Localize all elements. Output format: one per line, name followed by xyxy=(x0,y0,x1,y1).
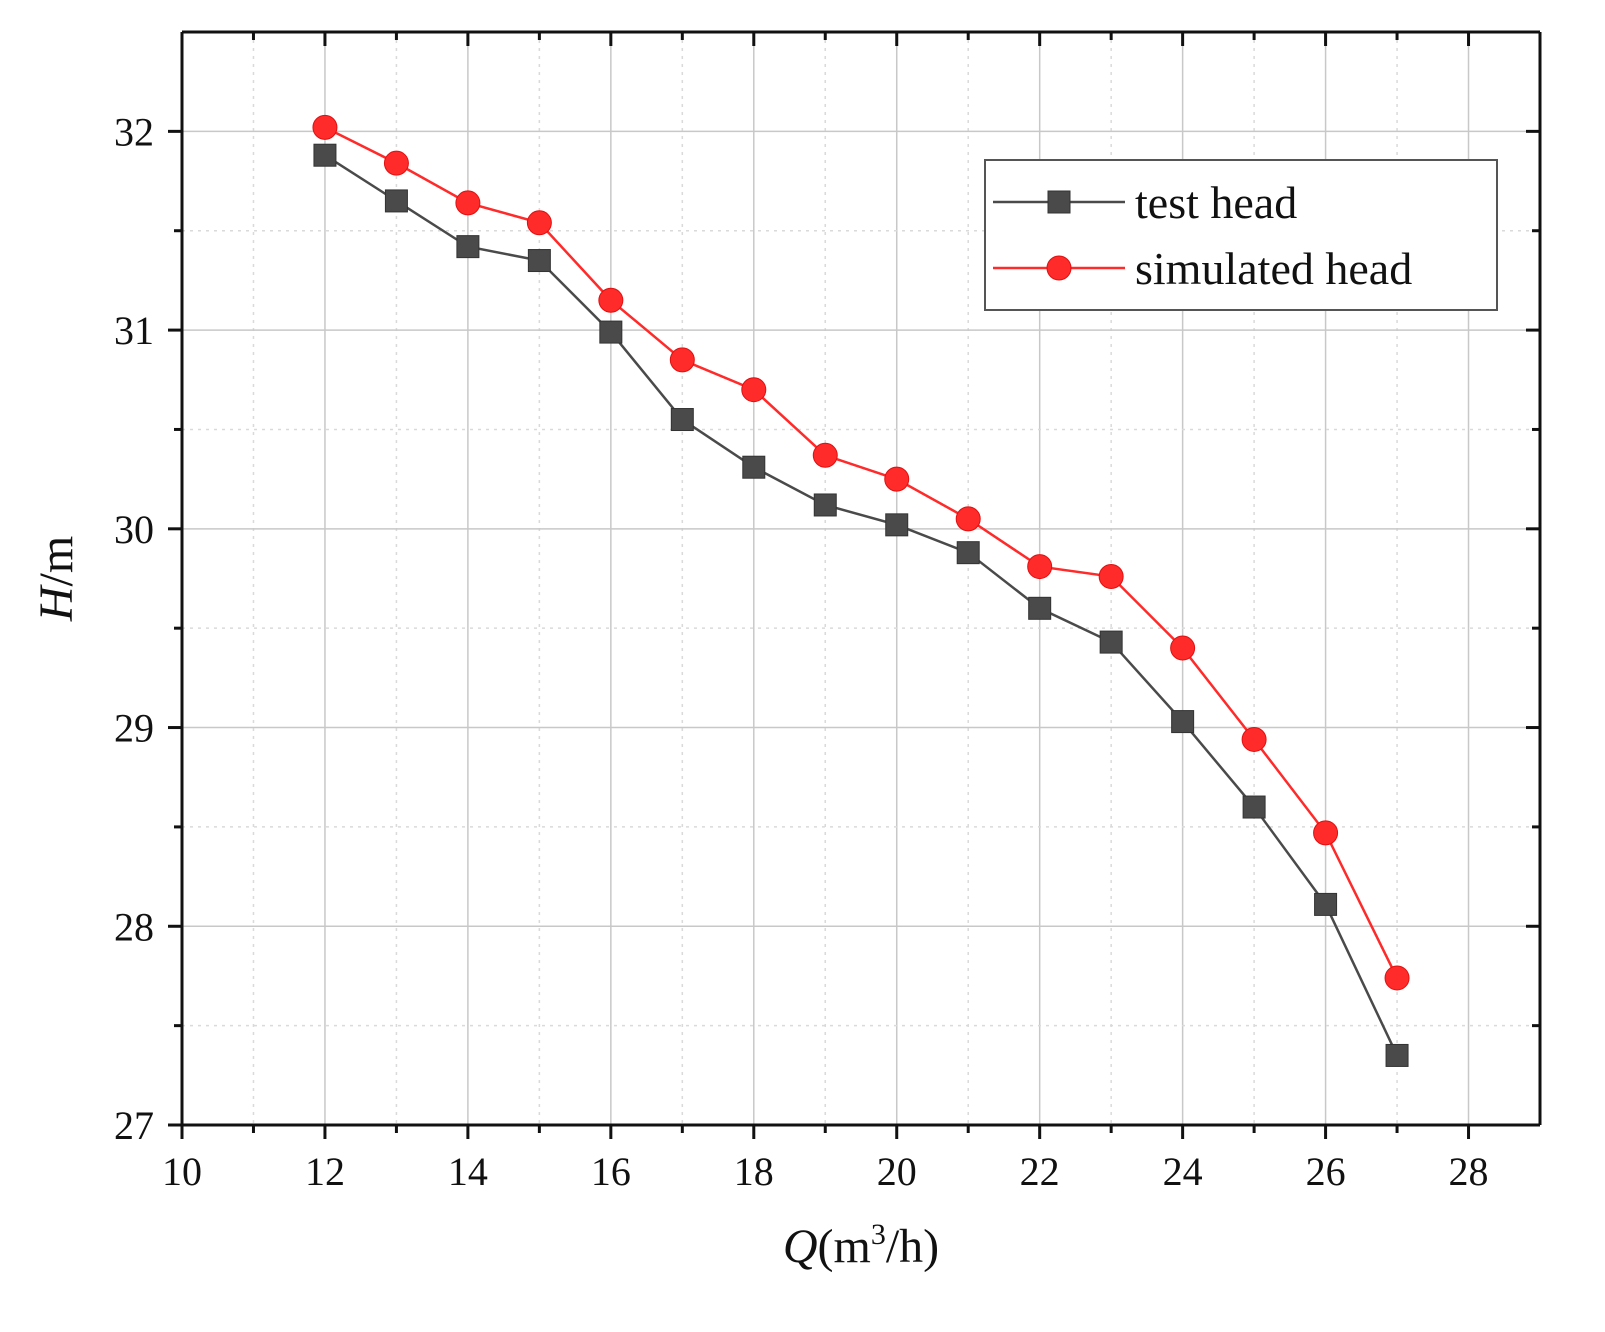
y-axis-unit: /m xyxy=(30,536,83,587)
x-tick-label: 26 xyxy=(1306,1149,1346,1194)
x-tick-label: 28 xyxy=(1449,1149,1489,1194)
legend-entry-simulated-head: simulated head xyxy=(993,243,1412,294)
data-point-test-head-18 xyxy=(742,455,766,479)
data-point-simulated-head-25 xyxy=(1241,726,1267,752)
data-point-test-head-12 xyxy=(313,143,337,167)
y-tick-label: 32 xyxy=(114,109,154,154)
series-simulated-head xyxy=(312,114,1410,991)
data-point-simulated-head-21 xyxy=(955,506,981,532)
data-point-simulated-head-26 xyxy=(1313,820,1339,846)
legend-entries: test head simulated head xyxy=(993,177,1412,294)
data-point-test-head-13 xyxy=(384,189,408,213)
x-axis-unit-prefix: (m xyxy=(818,1220,871,1273)
data-point-test-head-21 xyxy=(956,541,980,565)
legend-label: test head xyxy=(1135,177,1297,228)
data-point-simulated-head-22 xyxy=(1027,554,1053,580)
data-point-test-head-17 xyxy=(670,408,694,432)
data-point-test-head-24 xyxy=(1171,710,1195,734)
x-tick-label: 14 xyxy=(448,1149,488,1194)
data-point-simulated-head-12 xyxy=(312,114,338,140)
x-tick-label: 22 xyxy=(1020,1149,1060,1194)
data-point-simulated-head-19 xyxy=(812,442,838,468)
legend-label: simulated head xyxy=(1135,243,1412,294)
legend-entry-test-head: test head xyxy=(993,177,1297,228)
legend-marker-test-head xyxy=(1047,190,1071,214)
data-point-simulated-head-24 xyxy=(1170,635,1196,661)
data-point-simulated-head-27 xyxy=(1384,965,1410,991)
data-point-test-head-14 xyxy=(456,235,480,259)
legend-marker-simulated-head xyxy=(1046,255,1072,281)
y-tick-label: 28 xyxy=(114,904,154,949)
data-point-test-head-23 xyxy=(1099,630,1123,654)
series-test-head xyxy=(313,143,1409,1067)
data-point-simulated-head-17 xyxy=(669,347,695,373)
x-tick-label: 24 xyxy=(1163,1149,1203,1194)
x-axis-unit-suffix: /h) xyxy=(886,1220,939,1273)
data-point-simulated-head-20 xyxy=(884,466,910,492)
x-axis-unit-sup: 3 xyxy=(871,1218,886,1251)
y-axis-symbol: H xyxy=(30,584,83,622)
data-point-simulated-head-13 xyxy=(383,150,409,176)
data-point-simulated-head-18 xyxy=(741,377,767,403)
data-point-test-head-19 xyxy=(813,493,837,517)
series-line-test-head xyxy=(324,154,1399,1056)
data-point-simulated-head-23 xyxy=(1098,564,1124,590)
x-tick-label: 16 xyxy=(591,1149,631,1194)
x-tick-label: 18 xyxy=(734,1149,774,1194)
legend: test head simulated head xyxy=(984,159,1498,311)
data-point-test-head-15 xyxy=(527,249,551,273)
x-tick-label: 20 xyxy=(877,1149,917,1194)
data-point-simulated-head-14 xyxy=(455,190,481,216)
axes xyxy=(180,30,1542,1127)
y-tick-label: 27 xyxy=(114,1103,154,1148)
series xyxy=(312,114,1410,1067)
series-line-simulated-head xyxy=(324,126,1399,979)
data-point-simulated-head-15 xyxy=(526,210,552,236)
legend-box xyxy=(984,159,1498,311)
data-point-test-head-27 xyxy=(1385,1043,1409,1067)
y-tick-label: 29 xyxy=(114,706,154,751)
ticks: 10 12 14 16 18 20 22 24 26 28 27 28 29 30 31 32 xyxy=(114,32,1540,1194)
data-point-test-head-26 xyxy=(1314,892,1338,916)
data-point-test-head-16 xyxy=(599,320,623,344)
x-axis-symbol: Q xyxy=(783,1220,818,1273)
y-axis-title: H/m xyxy=(30,536,83,622)
data-point-test-head-22 xyxy=(1028,596,1052,620)
y-tick-label: 30 xyxy=(114,507,154,552)
data-point-simulated-head-16 xyxy=(598,287,624,313)
data-point-test-head-20 xyxy=(885,513,909,537)
data-point-test-head-25 xyxy=(1242,795,1266,819)
y-tick-label: 31 xyxy=(114,308,154,353)
x-tick-label: 12 xyxy=(305,1149,345,1194)
x-tick-label: 10 xyxy=(162,1149,202,1194)
x-axis-title: Q(m3/h) xyxy=(783,1218,939,1273)
